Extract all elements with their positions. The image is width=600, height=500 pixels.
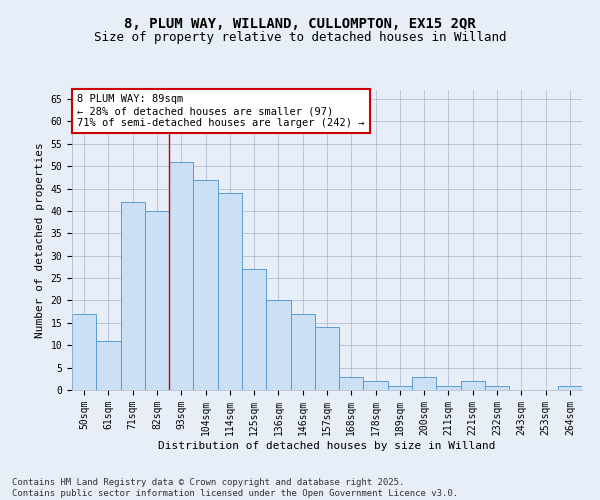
Bar (145, 211, 169, 390)
Text: Size of property relative to detached houses in Willand: Size of property relative to detached ho… (94, 31, 506, 44)
Bar (339, 376, 364, 390)
Text: 8 PLUM WAY: 89sqm
← 28% of detached houses are smaller (97)
71% of semi-detached: 8 PLUM WAY: 89sqm ← 28% of detached hous… (77, 94, 365, 128)
Bar (96, 340, 121, 390)
Bar (121, 202, 145, 390)
Bar (242, 269, 266, 390)
Bar (436, 386, 461, 390)
Bar (485, 386, 509, 390)
Bar (558, 386, 582, 390)
Bar (290, 314, 315, 390)
Bar (315, 328, 339, 390)
Bar (388, 386, 412, 390)
Bar (364, 381, 388, 390)
Bar (218, 193, 242, 390)
Bar (412, 376, 436, 390)
Bar (266, 300, 290, 390)
Bar (193, 180, 218, 390)
Bar (169, 162, 193, 390)
X-axis label: Distribution of detached houses by size in Willand: Distribution of detached houses by size … (158, 440, 496, 450)
Text: Contains HM Land Registry data © Crown copyright and database right 2025.
Contai: Contains HM Land Registry data © Crown c… (12, 478, 458, 498)
Bar (72, 314, 96, 390)
Text: 8, PLUM WAY, WILLAND, CULLOMPTON, EX15 2QR: 8, PLUM WAY, WILLAND, CULLOMPTON, EX15 2… (124, 18, 476, 32)
Y-axis label: Number of detached properties: Number of detached properties (35, 142, 45, 338)
Bar (461, 381, 485, 390)
